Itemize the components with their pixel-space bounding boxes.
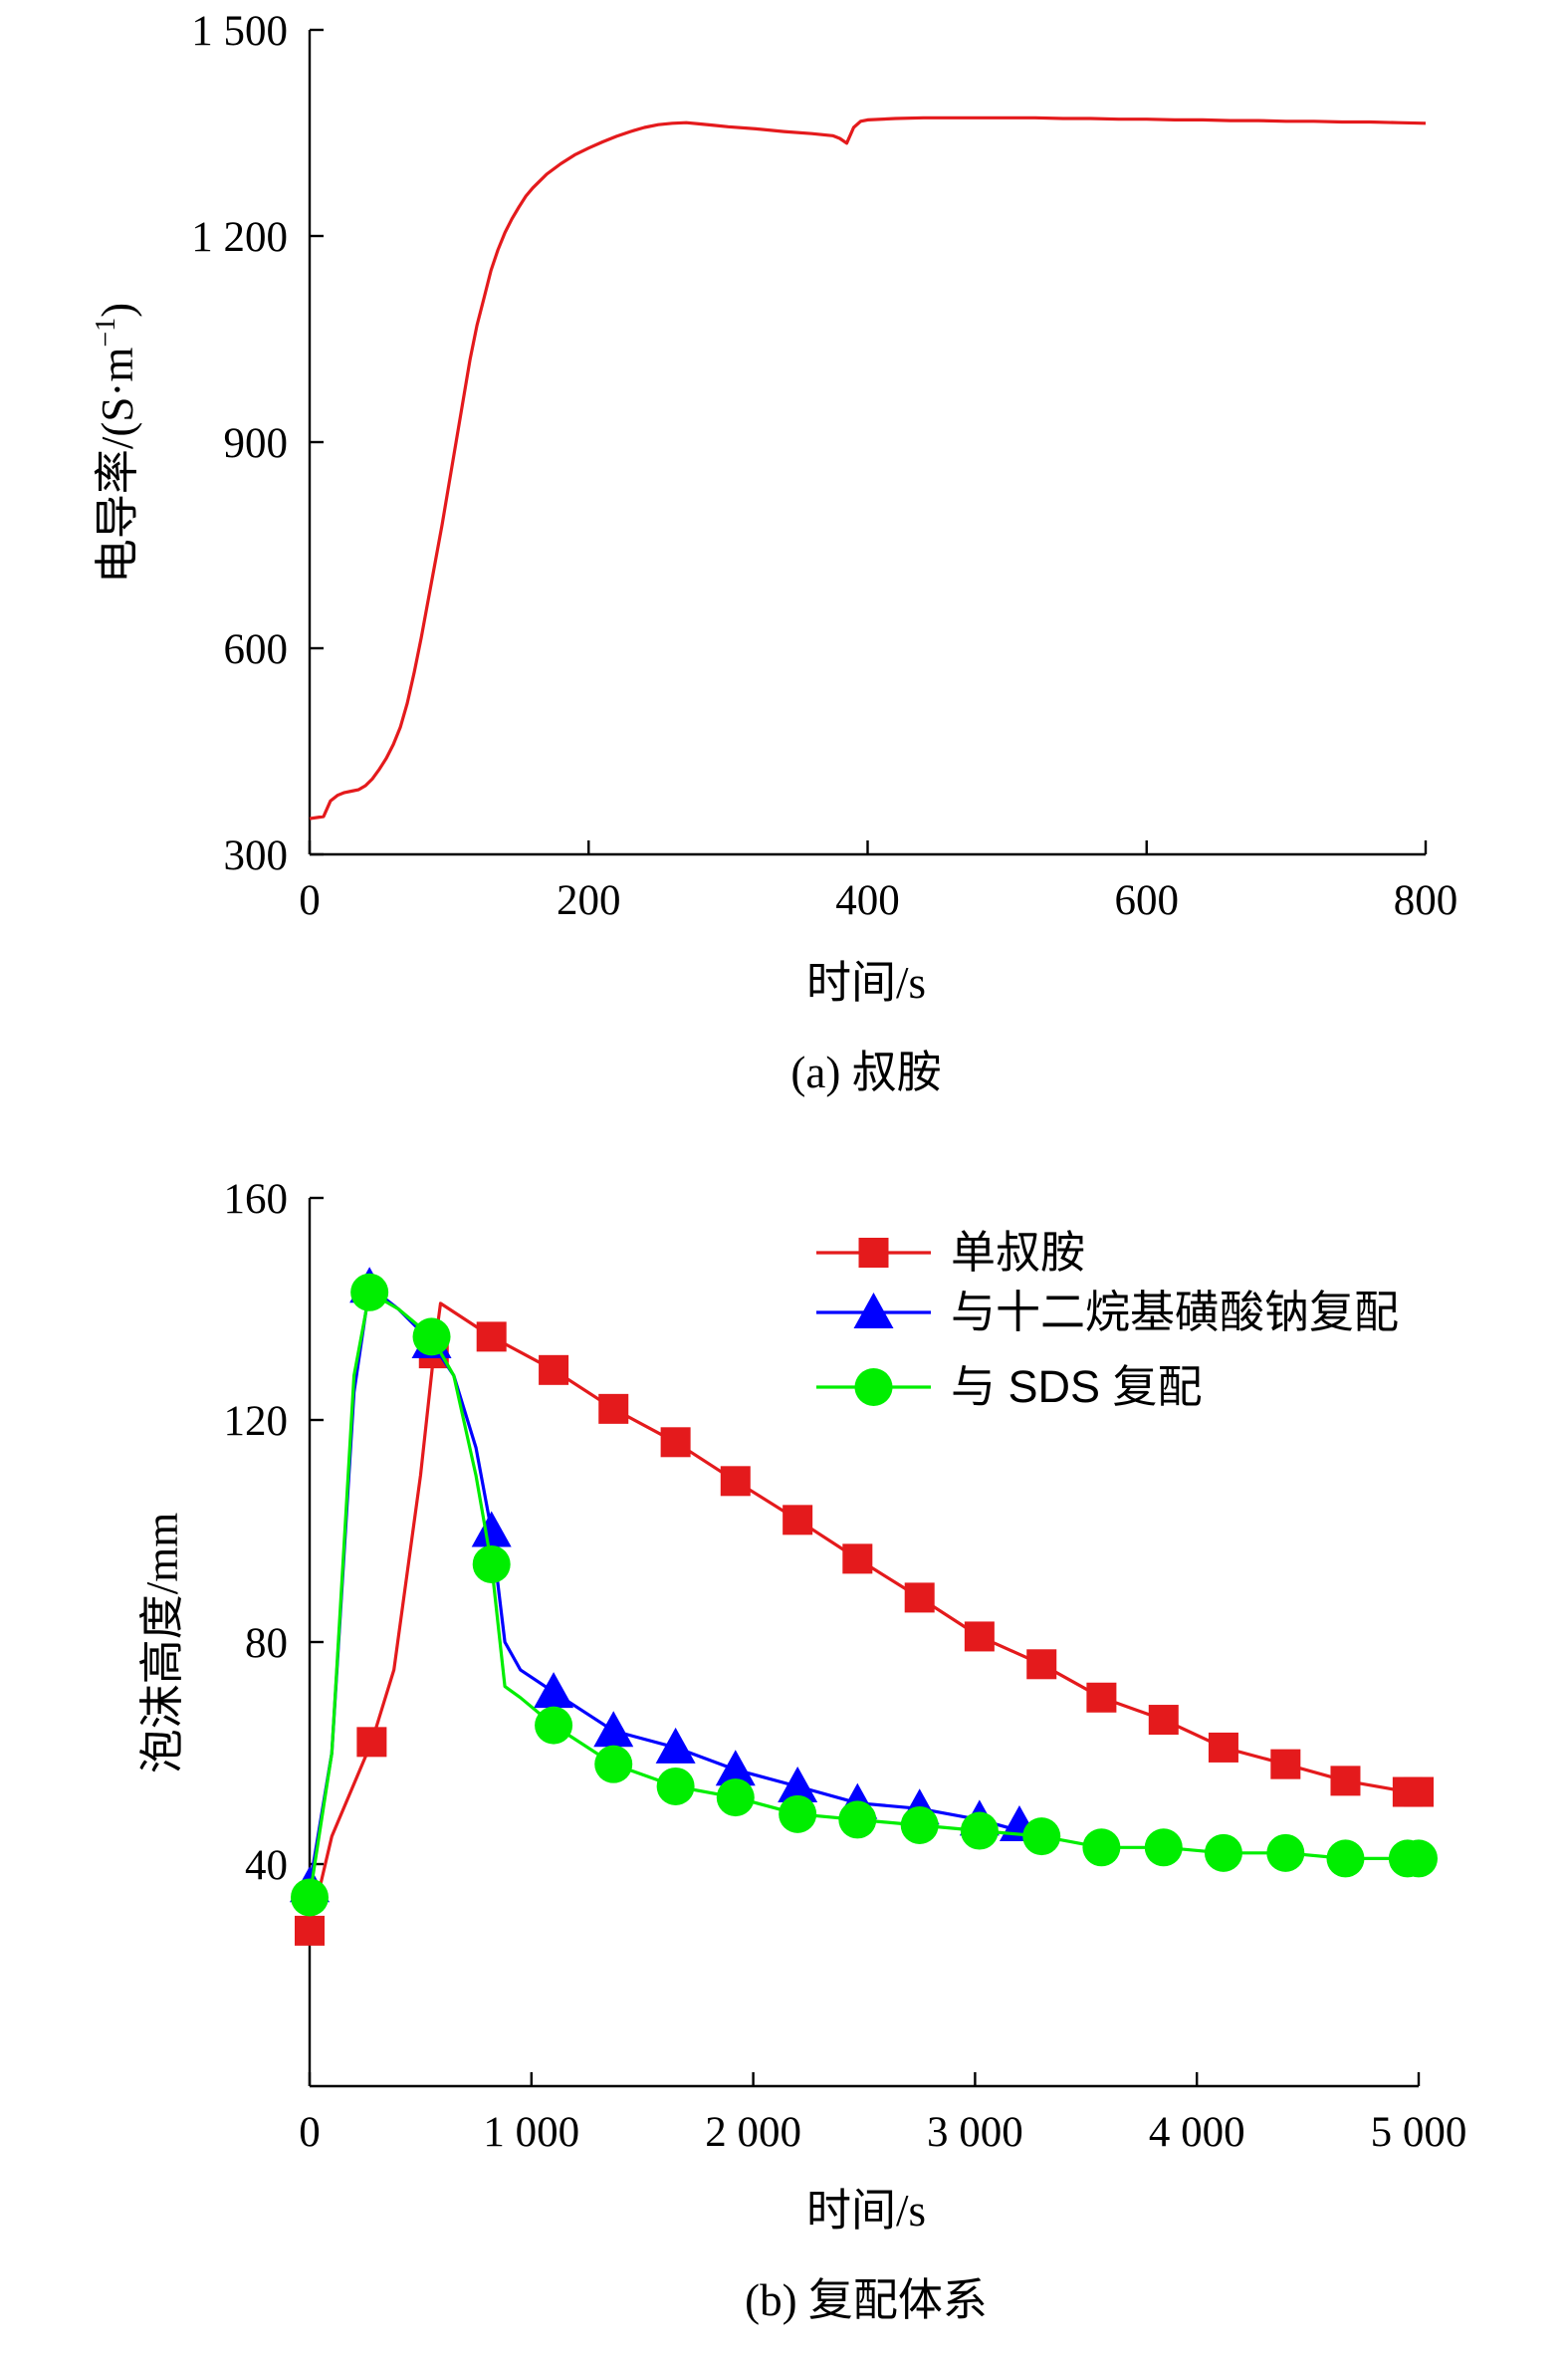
x-tick-label: 200: [557, 877, 621, 924]
x-tick-label: 1 000: [483, 2109, 579, 2156]
data-point-3: [960, 1811, 999, 1850]
data-point-1: [904, 1582, 935, 1613]
x-tick-label: 600: [1115, 877, 1180, 924]
data-point-2: [534, 1672, 574, 1709]
y-tick-label: 300: [224, 832, 289, 879]
legend-marker-1: [858, 1238, 889, 1268]
data-point-1: [720, 1466, 751, 1497]
data-point-3: [472, 1544, 511, 1583]
chart-b-x-axis-label: 时间/s: [806, 2186, 926, 2236]
chart-a-y-ticks: 300 600 900 1 200 1 500: [191, 8, 324, 879]
legend-label-2: 与十二烷基磺酸钠复配: [951, 1287, 1399, 1337]
chart-a-y-axis-label-superscript: −1: [91, 318, 121, 348]
data-point-2: [593, 1711, 634, 1748]
data-point-2: [471, 1511, 512, 1547]
x-tick-label: 800: [1394, 877, 1458, 924]
data-point-3: [1266, 1833, 1305, 1872]
data-point-1: [1148, 1705, 1179, 1736]
legend-marker-2: [853, 1293, 894, 1328]
data-point-2: [655, 1727, 696, 1764]
legend-marker-3: [854, 1368, 893, 1406]
chart-a-series: [309, 116, 1427, 821]
data-point-1: [1330, 1766, 1361, 1796]
chart-a-y-axis-label: 电导率/(S·m−1): [91, 303, 142, 584]
data-point-2: [778, 1766, 818, 1802]
data-point-1: [1270, 1749, 1301, 1779]
y-tick-label: 1 200: [191, 214, 288, 261]
data-point-1: [783, 1505, 813, 1535]
data-point-3: [412, 1317, 451, 1356]
data-point-1: [1026, 1649, 1057, 1680]
chart-a-caption: (a) 叔胺: [790, 1048, 941, 1097]
data-point-3: [535, 1706, 573, 1745]
x-tick-label: 0: [299, 877, 321, 924]
data-point-1: [1404, 1776, 1434, 1807]
data-point-3: [1022, 1817, 1061, 1856]
data-point-1: [476, 1321, 507, 1352]
data-point-2: [715, 1750, 756, 1786]
data-point-3: [1144, 1828, 1183, 1867]
x-tick-label: 3 000: [927, 2109, 1023, 2156]
data-point-3: [1204, 1833, 1242, 1872]
chart-b-y-axis-label: 泡沫高度/mm: [137, 1513, 187, 1774]
x-tick-label: 2 000: [705, 2109, 801, 2156]
y-tick-label: 900: [224, 420, 289, 467]
data-point-3: [779, 1794, 817, 1833]
x-tick-label: 4 000: [1149, 2109, 1245, 2156]
data-point-3: [716, 1778, 755, 1817]
y-tick-label: 600: [224, 626, 289, 673]
y-tick-label: 120: [224, 1398, 289, 1445]
chart-a-y-axis-label-main: 电导率/(S·m: [93, 348, 142, 585]
x-tick-label: 0: [299, 2109, 321, 2156]
data-point-1: [842, 1543, 873, 1574]
legend-label-1: 单叔胺: [951, 1227, 1085, 1278]
y-tick-label: 1 500: [191, 8, 288, 55]
y-tick-label: 40: [245, 1842, 288, 1889]
chart-a-x-axis-label: 时间/s: [806, 958, 926, 1008]
data-point-1: [1086, 1682, 1117, 1713]
data-point-1: [295, 1915, 325, 1946]
data-point-1: [539, 1354, 569, 1385]
chart-b-x-ticks: 0 1 000 2 000 3 000 4 000 5 000: [299, 2072, 1466, 2156]
data-point-3: [1400, 1839, 1438, 1878]
chart-b-foam-height: 40 80 120 160 0 1 000 2 000 3 000 4 000 5 000 单叔…: [137, 1176, 1466, 2325]
data-point-3: [900, 1805, 939, 1844]
y-tick-label: 160: [224, 1176, 289, 1223]
legend-label-3: 与 SDS 复配: [951, 1361, 1203, 1412]
chart-a-y-axis-label-close: ): [93, 303, 142, 318]
x-tick-label: 400: [835, 877, 900, 924]
data-point-3: [350, 1273, 389, 1311]
data-point-1: [598, 1393, 629, 1424]
data-point-1: [356, 1727, 387, 1758]
data-point-3: [1326, 1839, 1365, 1878]
data-point-3: [291, 1878, 329, 1917]
chart-a-axes: [308, 30, 1426, 856]
data-point-3: [1082, 1828, 1121, 1867]
chart-b-y-ticks: 40 80 120 160: [224, 1176, 324, 1889]
data-point-3: [594, 1745, 633, 1783]
chart-a-x-ticks: 0 200 400 600 800: [299, 840, 1457, 924]
series-line-1: [309, 116, 1427, 821]
data-point-3: [656, 1767, 695, 1805]
data-point-3: [838, 1800, 877, 1839]
data-point-1: [1208, 1732, 1238, 1763]
data-point-1: [964, 1621, 995, 1652]
chart-a-conductivity: 300 600 900 1 200 1 500 0 200 400 600 800 时间/s 电…: [91, 8, 1457, 1097]
y-tick-label: 80: [245, 1620, 288, 1667]
chart-b-series: [290, 1267, 1438, 1946]
chart-b-caption: (b) 复配体系: [745, 2275, 988, 2325]
data-point-1: [660, 1427, 691, 1458]
x-tick-label: 5 000: [1371, 2109, 1467, 2156]
